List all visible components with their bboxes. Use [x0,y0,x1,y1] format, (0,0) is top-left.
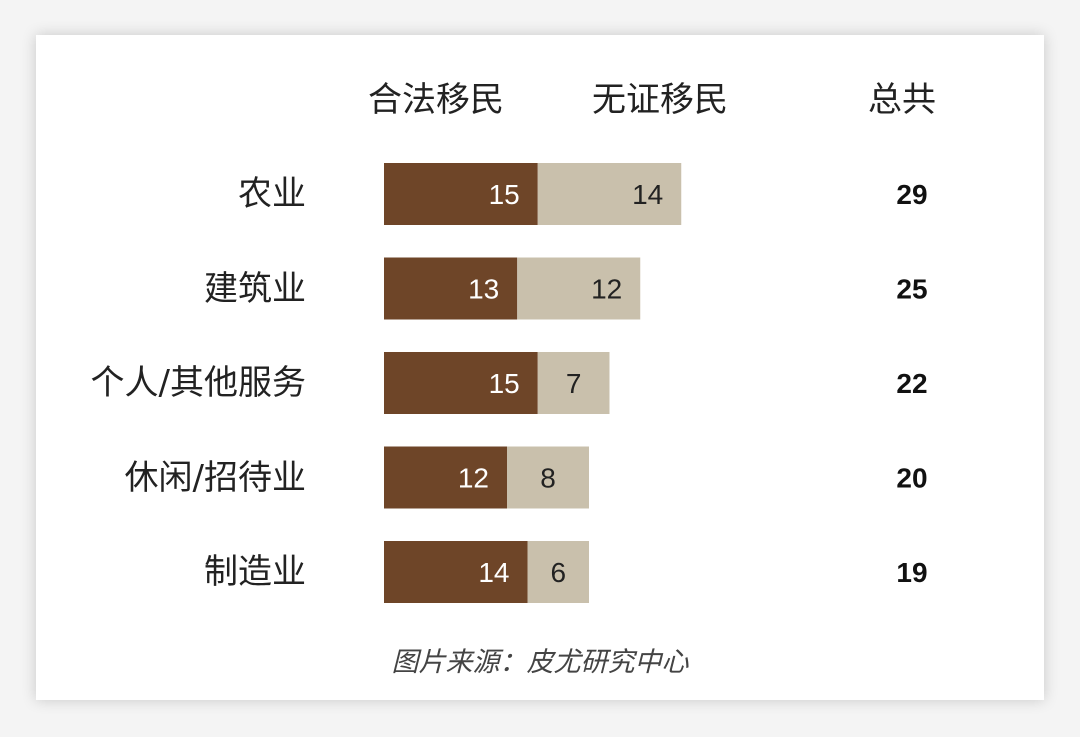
category-label: 休闲/招待业 [124,457,306,498]
total-label: 19 [896,557,927,588]
data-label-legal: 14 [478,557,509,588]
total-label: 29 [896,179,927,210]
category-label: 农业 [238,174,306,214]
total-column-header: 总共 [868,80,936,120]
total-label: 25 [896,274,927,305]
bar-undocumented [507,446,589,509]
data-label-legal: 12 [458,463,489,494]
category-label: 建筑业 [204,268,306,309]
data-label-legal: 13 [468,274,499,305]
total-label: 22 [896,368,927,399]
data-label-legal: 15 [489,179,520,210]
bar-undocumented [517,257,641,320]
legend-legal-header: 合法移民 [368,80,504,120]
bar-undocumented [527,541,589,603]
data-label-undocumented: 8 [540,463,556,494]
bar-legal [384,352,538,414]
category-label: 制造业 [204,552,306,592]
bar-legal [384,163,538,225]
bar-legal [384,541,528,603]
data-label-legal: 15 [489,368,520,399]
bar-undocumented [537,163,682,225]
source-caption: 图片来源：皮尤研究中心 [391,647,689,678]
data-label-undocumented: 6 [550,557,566,588]
data-label-undocumented: 14 [632,179,663,210]
data-label-undocumented: 12 [591,274,622,305]
category-label: 个人/其他服务 [90,363,306,403]
legend-undocumented-header: 无证移民 [592,80,728,120]
bar-legal [384,446,507,509]
data-label-undocumented: 7 [566,368,582,399]
bar-undocumented [537,352,610,414]
bar-legal [384,257,518,320]
total-label: 20 [896,463,927,494]
